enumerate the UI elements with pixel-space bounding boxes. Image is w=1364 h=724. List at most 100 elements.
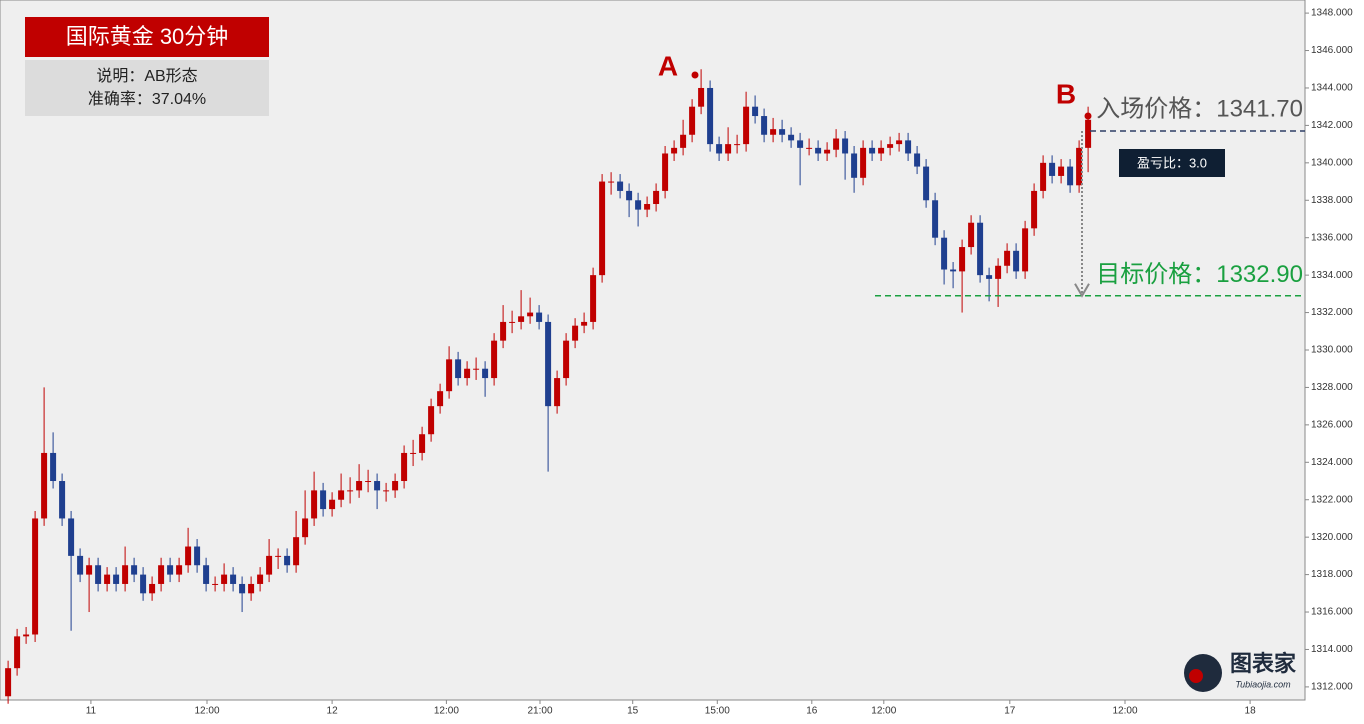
candle-body (302, 518, 309, 538)
logo-url: Tubiaojia.com (1235, 679, 1291, 689)
candle-body (914, 153, 921, 167)
y-tick-label: 1316.000 (1311, 607, 1353, 618)
candle-body (383, 490, 390, 492)
candle-body (554, 378, 561, 407)
candle-body (311, 490, 318, 519)
y-tick-label: 1346.000 (1311, 45, 1353, 56)
candle-body (1040, 162, 1047, 191)
candle-body (770, 129, 777, 135)
rr-box (1119, 149, 1225, 177)
point-dot (1084, 112, 1092, 120)
candle-body (446, 359, 453, 392)
candle-body (482, 368, 489, 379)
candle-body (491, 340, 498, 379)
candle-body (293, 537, 300, 566)
candle-body (41, 452, 48, 519)
candle-body (1058, 166, 1065, 176)
point-label: B (1056, 78, 1076, 109)
candle-body (338, 490, 345, 500)
candle-body (1067, 166, 1074, 186)
y-tick-label: 1330.000 (1311, 345, 1353, 356)
candle-body (545, 321, 552, 407)
candle-body (185, 546, 192, 566)
accuracy: 准确率：37.04% (88, 90, 206, 108)
candle-body (77, 555, 84, 575)
candle-body (761, 116, 768, 135)
x-tick-label: 15 (627, 706, 639, 717)
y-tick-label: 1312.000 (1311, 682, 1353, 693)
candle-body (698, 87, 705, 107)
x-tick-label: 18 (1245, 706, 1257, 717)
candle-body (122, 565, 129, 584)
y-tick-label: 1320.000 (1311, 532, 1353, 543)
candle-body (194, 546, 201, 566)
point-dot (691, 71, 699, 79)
marks (5, 69, 1305, 704)
x-tick-label: 15:00 (705, 706, 730, 717)
candle-body (86, 565, 93, 575)
candle-body (689, 106, 696, 135)
candle-body (959, 247, 966, 272)
candle-body (1049, 162, 1056, 176)
y-tick-label: 1328.000 (1311, 382, 1353, 393)
candle-body (536, 312, 543, 322)
logo-text: 图表家 (1230, 651, 1297, 676)
x-tick-label: 16 (806, 706, 818, 717)
candle-body (239, 583, 246, 594)
candle-body (50, 452, 57, 482)
candle-body (572, 325, 579, 341)
candle-body (1031, 190, 1038, 229)
candle-body (428, 406, 435, 435)
info-box (25, 60, 269, 116)
candle-body (473, 368, 480, 370)
candle-body (455, 359, 462, 379)
candle-body (671, 147, 678, 154)
candle-body (644, 204, 651, 210)
candle-body (176, 565, 183, 575)
candle-body (419, 434, 426, 453)
candle-body (563, 340, 570, 379)
candle-body (392, 481, 399, 491)
candle-body (113, 574, 120, 584)
candle-body (68, 518, 75, 556)
candle-body (437, 391, 444, 407)
candle-body (32, 518, 39, 635)
arrow-head (1074, 283, 1090, 298)
candle-body (725, 144, 732, 154)
entry-label: 入场价格：1341.70 (1096, 95, 1303, 122)
candle-body (716, 144, 723, 154)
y-tick-label: 1318.000 (1311, 569, 1353, 580)
candle-body (14, 636, 21, 669)
candle-body (869, 147, 876, 154)
x-tick-label: 12:00 (871, 706, 896, 717)
candle-body (977, 222, 984, 276)
x-tick-label: 12 (327, 706, 339, 717)
candle-body (860, 147, 867, 178)
y-tick-label: 1342.000 (1311, 120, 1353, 131)
candle-body (878, 147, 885, 154)
candle-body (626, 190, 633, 201)
x-tick-label: 12:00 (194, 706, 219, 717)
candle-body (599, 181, 606, 276)
candle-body (401, 452, 408, 482)
candle-body (743, 106, 750, 145)
candle-body (212, 583, 219, 585)
candle-body (1004, 250, 1011, 266)
candle-body (833, 138, 840, 150)
candle-body (752, 106, 759, 117)
candle-body (140, 574, 147, 594)
candle-body (410, 452, 417, 454)
candle-body (365, 481, 372, 483)
candle-body (707, 87, 714, 145)
candle-body (779, 129, 786, 135)
candle-body (329, 499, 336, 510)
candle-body (374, 481, 381, 491)
candle-body (248, 583, 255, 594)
candle-body (905, 140, 912, 154)
y-tick-label: 1338.000 (1311, 195, 1353, 206)
candle-body (104, 574, 111, 584)
x-tick-label: 21:00 (527, 706, 552, 717)
candle-body (347, 490, 354, 492)
candle-body (815, 147, 822, 154)
